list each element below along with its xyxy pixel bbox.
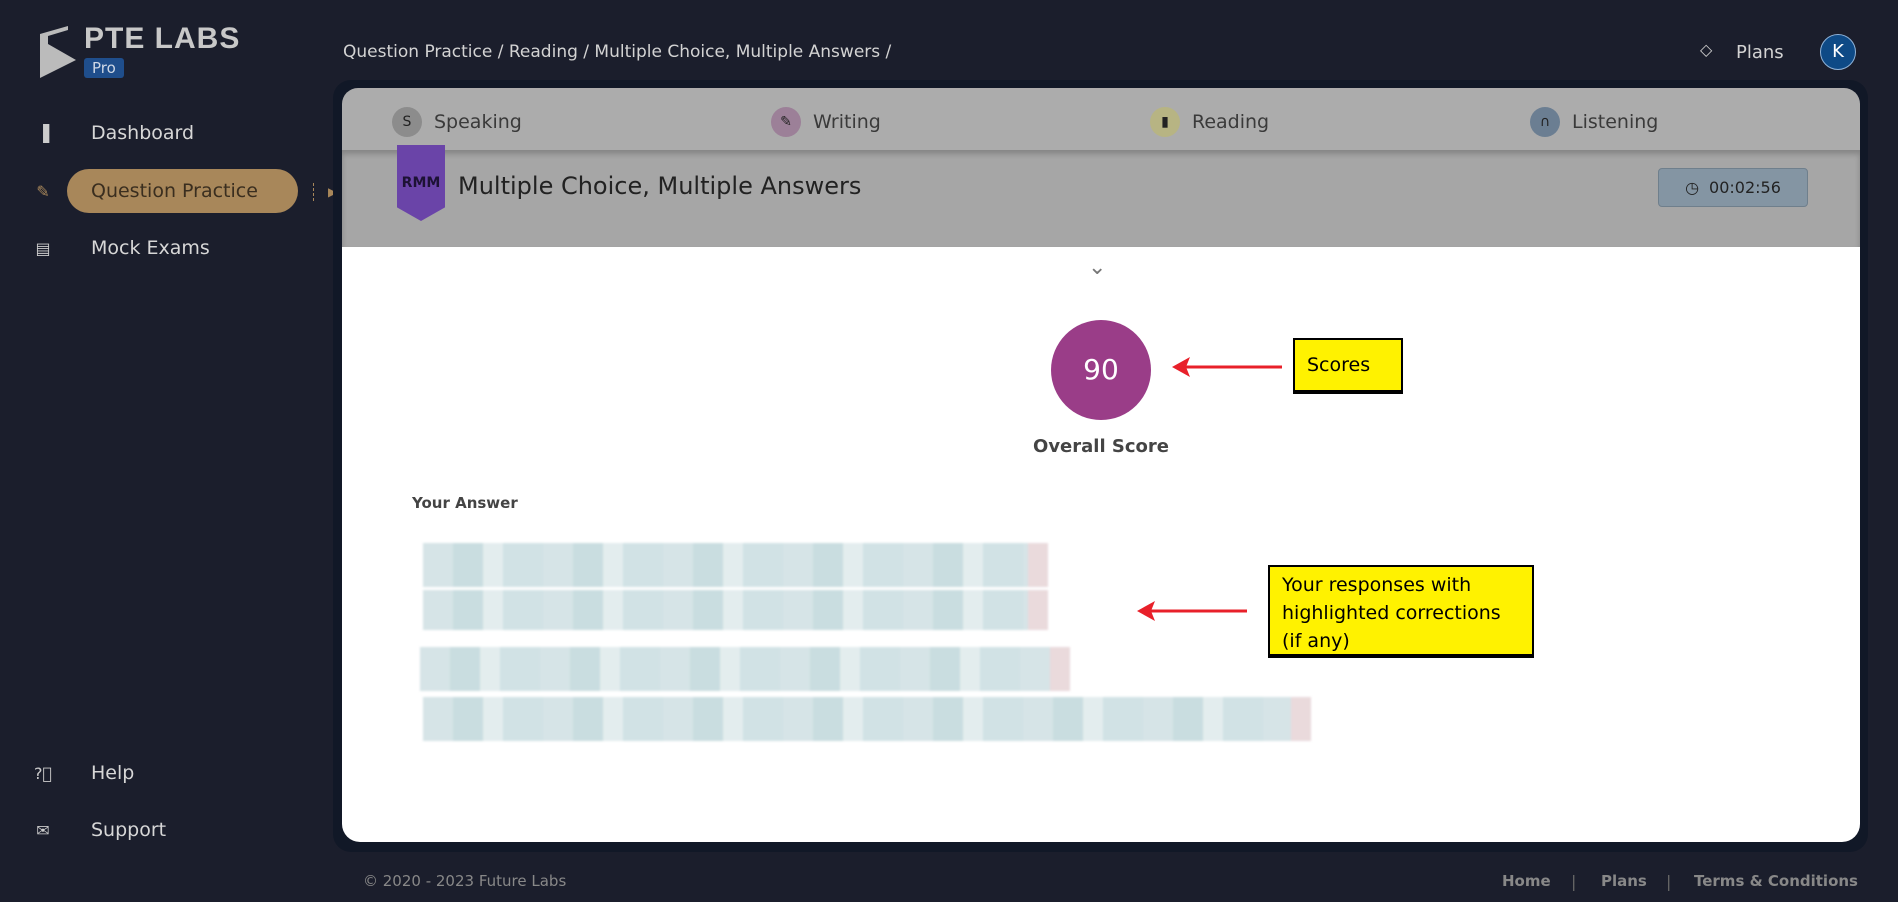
book-icon: ▮ (1150, 107, 1180, 137)
footer-link-home[interactable]: Home (1502, 872, 1551, 890)
sidebar-item-label: Question Practice (91, 180, 258, 202)
sidebar-item-mock-exams[interactable]: ▤ Mock Exams (0, 226, 330, 270)
plans-link[interactable]: Plans (1736, 42, 1784, 63)
sidebar-item-label: Help (91, 762, 135, 784)
divider: | (1666, 872, 1672, 891)
sidebar-item-help[interactable]: ?⃝ Help (0, 751, 330, 795)
overall-score-label: Overall Score (1033, 436, 1169, 457)
timer: ◷ 00:02:56 (1658, 168, 1808, 207)
sidebar-item-label: Mock Exams (91, 237, 210, 259)
answer-response-blurred (420, 647, 1070, 691)
divider: | (1571, 872, 1577, 891)
footer-link-plans[interactable]: Plans (1601, 872, 1647, 890)
breadcrumb[interactable]: Question Practice / Reading / Multiple C… (343, 42, 892, 62)
clipboard-icon: ▤ (35, 238, 51, 258)
bar-chart-icon: ▐ (36, 123, 50, 143)
sidebar-item-support[interactable]: ✉ Support (0, 808, 330, 852)
chevron-down-icon[interactable]: ⌄ (1088, 255, 1107, 280)
tab-reading[interactable]: ▮ Reading (1150, 107, 1269, 137)
logo-icon (40, 26, 76, 78)
your-answer-heading: Your Answer (412, 494, 518, 512)
red-arrow-icon (1137, 601, 1247, 621)
sidebar-item-question-practice[interactable]: ✎ Question Practice (0, 169, 330, 213)
sidebar-item-label: Dashboard (91, 122, 195, 144)
copyright: © 2020 - 2023 Future Labs (363, 872, 567, 890)
section-tabs (342, 88, 1860, 150)
annotation-scores: Scores (1293, 338, 1403, 394)
annotation-responses: Your responses with highlighted correcti… (1268, 565, 1534, 658)
tab-writing[interactable]: ✎ Writing (771, 107, 881, 137)
headphones-icon: ∩ (1530, 107, 1560, 137)
answer-response-blurred (423, 697, 1311, 741)
timer-value: 00:02:56 (1709, 178, 1781, 197)
speaking-icon: S (392, 107, 422, 137)
tab-label: Writing (813, 111, 881, 133)
red-arrow-icon (1172, 357, 1282, 377)
support-icon: ✉ (36, 820, 50, 840)
question-type-badge: RMM (397, 145, 445, 221)
pro-badge: Pro (84, 58, 124, 78)
question-title: Multiple Choice, Multiple Answers (458, 172, 862, 200)
edit-icon: ✎ (36, 181, 50, 201)
tab-label: Speaking (434, 111, 522, 133)
writing-icon: ✎ (771, 107, 801, 137)
overall-score-circle: 90 (1051, 320, 1151, 420)
question-circle-icon: ?⃝ (34, 763, 53, 783)
tab-label: Listening (1572, 111, 1659, 133)
clock-icon: ◷ (1685, 178, 1700, 197)
tab-speaking[interactable]: S Speaking (392, 107, 522, 137)
tab-label: Reading (1192, 111, 1270, 133)
divider (313, 183, 315, 201)
caret-right-icon: ▶ (328, 185, 337, 199)
footer-link-terms[interactable]: Terms & Conditions (1694, 872, 1858, 890)
sidebar-item-label: Support (91, 819, 167, 841)
question-header (342, 150, 1860, 247)
avatar[interactable]: K (1820, 34, 1856, 70)
answer-response-blurred (423, 590, 1048, 630)
diamond-icon: ◇ (1700, 40, 1713, 59)
sidebar-item-dashboard[interactable]: ▐ Dashboard (0, 111, 330, 155)
tab-listening[interactable]: ∩ Listening (1530, 107, 1658, 137)
answer-response-blurred (423, 543, 1048, 587)
logo-text: PTE LABS (84, 22, 241, 55)
